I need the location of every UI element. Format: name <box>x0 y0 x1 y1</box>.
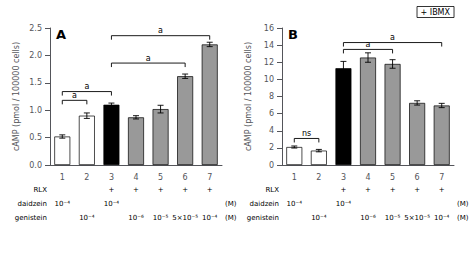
svg-text:1: 1 <box>292 173 297 182</box>
svg-text:10⁻⁵: 10⁻⁵ <box>385 214 401 222</box>
svg-text:8: 8 <box>269 92 274 101</box>
svg-text:2: 2 <box>269 143 274 152</box>
svg-text:+: + <box>108 186 114 194</box>
svg-text:+: + <box>439 186 445 194</box>
svg-text:RLX: RLX <box>33 186 47 194</box>
svg-text:+: + <box>365 186 371 194</box>
svg-text:10: 10 <box>264 75 274 84</box>
svg-text:+: + <box>158 186 164 194</box>
svg-text:4: 4 <box>133 173 138 182</box>
svg-text:10⁻⁶: 10⁻⁶ <box>128 214 144 222</box>
svg-text:+: + <box>182 186 188 194</box>
svg-text:cAMP (pmol / 100000 cells): cAMP (pmol / 100000 cells) <box>244 42 253 151</box>
svg-text:2: 2 <box>84 173 89 182</box>
svg-text:A: A <box>56 27 66 42</box>
svg-text:(M): (M) <box>457 200 469 208</box>
svg-text:a: a <box>146 54 151 63</box>
svg-text:a: a <box>366 40 371 49</box>
svg-text:3: 3 <box>109 173 114 182</box>
svg-text:3: 3 <box>341 173 346 182</box>
svg-text:(M): (M) <box>225 214 237 222</box>
svg-text:+: + <box>340 186 346 194</box>
svg-text:16: 16 <box>264 24 274 33</box>
svg-text:+ IBMX: + IBMX <box>421 8 451 17</box>
svg-text:6: 6 <box>183 173 188 182</box>
svg-text:6: 6 <box>269 109 274 118</box>
svg-text:10⁻⁴: 10⁻⁴ <box>311 214 327 222</box>
svg-text:(M): (M) <box>457 214 469 222</box>
svg-text:10⁻⁴: 10⁻⁴ <box>202 214 218 222</box>
svg-text:10⁻⁴: 10⁻⁴ <box>287 200 303 208</box>
svg-text:10⁻⁴: 10⁻⁴ <box>104 200 120 208</box>
svg-text:daidzein: daidzein <box>250 200 279 208</box>
svg-text:+: + <box>133 186 139 194</box>
svg-text:cAMP (pmol / 100000 cells): cAMP (pmol / 100000 cells) <box>12 42 21 151</box>
svg-text:1.5: 1.5 <box>29 78 42 87</box>
svg-text:a: a <box>72 91 77 100</box>
svg-text:4: 4 <box>365 173 370 182</box>
svg-text:5: 5 <box>158 173 163 182</box>
svg-text:10⁻⁴: 10⁻⁴ <box>336 200 352 208</box>
svg-text:5: 5 <box>390 173 395 182</box>
svg-text:10⁻⁴: 10⁻⁴ <box>79 214 95 222</box>
svg-text:5×10⁻⁵: 5×10⁻⁵ <box>172 214 198 222</box>
svg-text:2.0: 2.0 <box>29 51 42 60</box>
svg-text:B: B <box>288 27 298 42</box>
svg-text:6: 6 <box>415 173 420 182</box>
svg-text:a: a <box>390 33 395 42</box>
svg-text:0: 0 <box>269 161 274 170</box>
svg-text:7: 7 <box>207 173 212 182</box>
svg-text:10⁻⁴: 10⁻⁴ <box>434 214 450 222</box>
svg-text:+: + <box>414 186 420 194</box>
svg-text:a: a <box>158 26 163 35</box>
svg-text:+: + <box>207 186 213 194</box>
svg-text:10⁻⁶: 10⁻⁶ <box>360 214 376 222</box>
svg-text:5×10⁻⁵: 5×10⁻⁵ <box>404 214 430 222</box>
svg-text:7: 7 <box>439 173 444 182</box>
svg-text:daidzein: daidzein <box>18 200 47 208</box>
svg-text:14: 14 <box>264 41 274 50</box>
svg-text:genistein: genistein <box>15 214 47 222</box>
svg-text:2: 2 <box>316 173 321 182</box>
svg-text:12: 12 <box>264 58 274 67</box>
svg-text:4: 4 <box>269 126 274 135</box>
svg-text:a: a <box>84 82 89 91</box>
svg-text:2.5: 2.5 <box>29 24 42 33</box>
svg-text:genistein: genistein <box>247 214 279 222</box>
svg-text:(M): (M) <box>225 200 237 208</box>
svg-text:0.0: 0.0 <box>29 161 42 170</box>
svg-text:0.5: 0.5 <box>29 133 42 142</box>
svg-text:10⁻⁴: 10⁻⁴ <box>55 200 71 208</box>
svg-text:1: 1 <box>60 173 65 182</box>
svg-text:+: + <box>390 186 396 194</box>
svg-text:RLX: RLX <box>265 186 279 194</box>
svg-text:1.0: 1.0 <box>29 106 42 115</box>
svg-text:ns: ns <box>302 129 311 138</box>
svg-text:10⁻⁵: 10⁻⁵ <box>153 214 169 222</box>
